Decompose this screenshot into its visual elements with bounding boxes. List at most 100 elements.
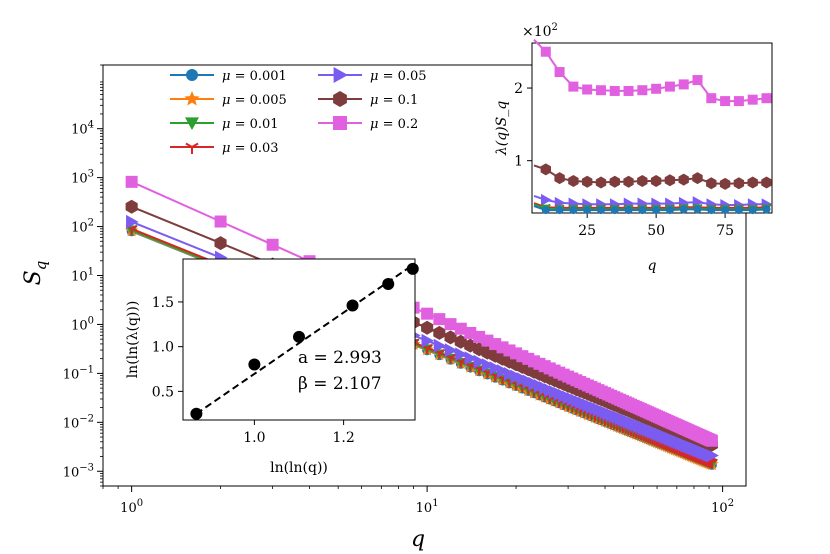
inset1-series-0-point-shape bbox=[651, 83, 662, 94]
main-y-tick-label-2-base: 10 bbox=[63, 367, 80, 382]
main-series-5-point-shape bbox=[125, 199, 138, 214]
inset1-series-0-point bbox=[733, 96, 744, 107]
inset1-series-5-point-shape bbox=[610, 206, 619, 215]
main-series-6-point-shape bbox=[705, 434, 718, 447]
main-y-axis-label-base: S bbox=[21, 270, 46, 285]
fit-annotation-a: a = 2.993 bbox=[298, 348, 382, 368]
main-y-tick-label-1-base: 10 bbox=[63, 416, 80, 431]
main-y-tick-label-5-exp: 2 bbox=[88, 218, 94, 229]
main-series-4-point bbox=[481, 358, 495, 373]
inset1-series-0-point bbox=[568, 81, 579, 92]
inset1-series-1-point bbox=[692, 172, 703, 185]
main-series-4-point bbox=[503, 366, 517, 381]
inset1-x-tick-label-0: 25 bbox=[578, 223, 596, 239]
main-series-4-point-shape bbox=[444, 343, 458, 358]
main-y-tick-label-2-exp: −1 bbox=[79, 364, 94, 375]
main-series-6-point-shape bbox=[454, 322, 467, 335]
inset1-series-1-point bbox=[540, 163, 551, 176]
main-series-4-point bbox=[455, 347, 468, 362]
inset1-series-1-point-shape bbox=[623, 175, 634, 188]
inset1-series-5-point bbox=[734, 206, 743, 215]
inset1-series-0-point bbox=[582, 84, 593, 95]
legend-label-4: μ = 0.05 bbox=[370, 69, 427, 84]
main-series-6-point bbox=[433, 313, 446, 326]
inset1-series-0-point bbox=[692, 75, 703, 86]
main-series-6-point bbox=[444, 318, 457, 331]
inset1-series-0-point-shape bbox=[678, 79, 689, 90]
inset1-series-1-point-shape bbox=[733, 177, 745, 190]
inset1-series-1-point-shape bbox=[706, 177, 717, 190]
main-x-tick-label-2-exp: 2 bbox=[728, 498, 734, 509]
inset2-x-axis-label: ln(ln(q)) bbox=[270, 460, 328, 476]
main-series-4-point-shape bbox=[464, 351, 478, 366]
main-series-4-point bbox=[444, 343, 458, 358]
main-y-tick-label-4-exp: 1 bbox=[88, 267, 94, 278]
main-y-tick-label-4: 101 bbox=[71, 267, 94, 285]
main-y-tick-label-3-exp: 0 bbox=[88, 315, 94, 326]
inset1-y-axis-label: λ(q)S_q bbox=[494, 101, 510, 156]
inset1-series-1-point bbox=[595, 176, 607, 189]
legend-label-0: μ = 0.001 bbox=[222, 69, 287, 84]
legend-marker-3-shape bbox=[185, 142, 199, 154]
legend-label-prefix-6: μ = bbox=[370, 117, 398, 132]
inset1-series-1-point-shape bbox=[637, 175, 648, 187]
main-series-6-point-shape bbox=[214, 215, 227, 228]
inset1-series-5-point-shape bbox=[721, 206, 730, 215]
inset1-series-1-point-shape bbox=[650, 175, 662, 187]
inset1-y-tick-label-0: 1 bbox=[514, 154, 523, 170]
inset1-series-5-point-shape bbox=[638, 206, 647, 215]
inset1-series-5-point bbox=[596, 206, 605, 215]
inset1-series-0-point bbox=[664, 81, 675, 92]
legend-label-prefix-1: μ = bbox=[222, 93, 250, 108]
legend-label-prefix-0: μ = bbox=[222, 69, 250, 84]
inset1-series-5-point-shape bbox=[748, 206, 757, 215]
inset1-series-1 bbox=[533, 163, 772, 190]
inset1-series-1-point bbox=[664, 174, 676, 187]
inset-lnln-fit: 1.0 1.2 0.5 1.0 1.5 ln(ln(q)) ln(ln(λ(q))) bbox=[125, 258, 419, 476]
inset1-series-5 bbox=[533, 205, 771, 215]
inset1-series-1-point bbox=[609, 175, 620, 188]
inset1-series-1-point-shape bbox=[678, 173, 689, 186]
legend-marker-5-shape bbox=[333, 91, 347, 107]
legend-label-value-3: 0.03 bbox=[250, 141, 279, 156]
main-series-4-point-shape bbox=[489, 361, 503, 376]
main-x-tick-label-2-base: 10 bbox=[711, 501, 728, 516]
inset1-multiplier-exp: 2 bbox=[552, 22, 558, 33]
inset1-series-1-point bbox=[623, 175, 634, 188]
inset1-series-5-point-shape bbox=[596, 206, 605, 215]
main-y-tick-label-4-base: 10 bbox=[71, 270, 88, 285]
inset1-series-1-point bbox=[733, 177, 745, 190]
inset1-series-1-point-shape bbox=[719, 177, 731, 190]
main-series-4-point-shape bbox=[481, 358, 495, 373]
main-y-tick-label-7-base: 10 bbox=[71, 123, 88, 138]
inset2-x-tick-label-0: 1.0 bbox=[243, 430, 265, 446]
inset1-series-5-point-shape bbox=[693, 205, 702, 214]
main-y-tick-label-6-base: 10 bbox=[71, 172, 88, 187]
main-x-tick-label-1-base: 10 bbox=[416, 501, 433, 516]
inset1-series-5-point-shape bbox=[569, 206, 578, 215]
main-series-5-point bbox=[214, 236, 227, 251]
main-series-4-point bbox=[489, 361, 503, 376]
main-series-4-point-shape bbox=[433, 338, 447, 353]
inset1-series-5-point-shape bbox=[679, 205, 688, 214]
inset1-series-1-point bbox=[761, 176, 772, 189]
inset1-series-0 bbox=[533, 38, 772, 107]
legend-marker-0-shape bbox=[186, 69, 198, 81]
inset1-series-0-point bbox=[651, 83, 662, 94]
main-series-5-point-shape bbox=[421, 320, 434, 335]
inset1-series-1-point-shape bbox=[761, 176, 772, 189]
main-series-6-point bbox=[454, 322, 467, 335]
inset2-y-tick-label-1: 1.0 bbox=[152, 340, 174, 356]
inset1-series-5-point bbox=[569, 206, 578, 215]
legend-label-prefix-5: μ = bbox=[370, 93, 398, 108]
main-y-axis-label-sub: q bbox=[32, 261, 50, 271]
legend-marker-1 bbox=[184, 91, 200, 106]
inset1-series-5-point bbox=[624, 206, 633, 215]
legend-marker-6 bbox=[333, 116, 347, 130]
inset1-series-2-point bbox=[540, 193, 552, 206]
inset1-series-0-point-shape bbox=[692, 75, 703, 86]
inset1-y-tick-label-1: 2 bbox=[514, 81, 523, 97]
inset1-series-0-point-shape bbox=[637, 85, 648, 96]
legend-label-value-4: 0.05 bbox=[398, 69, 427, 84]
